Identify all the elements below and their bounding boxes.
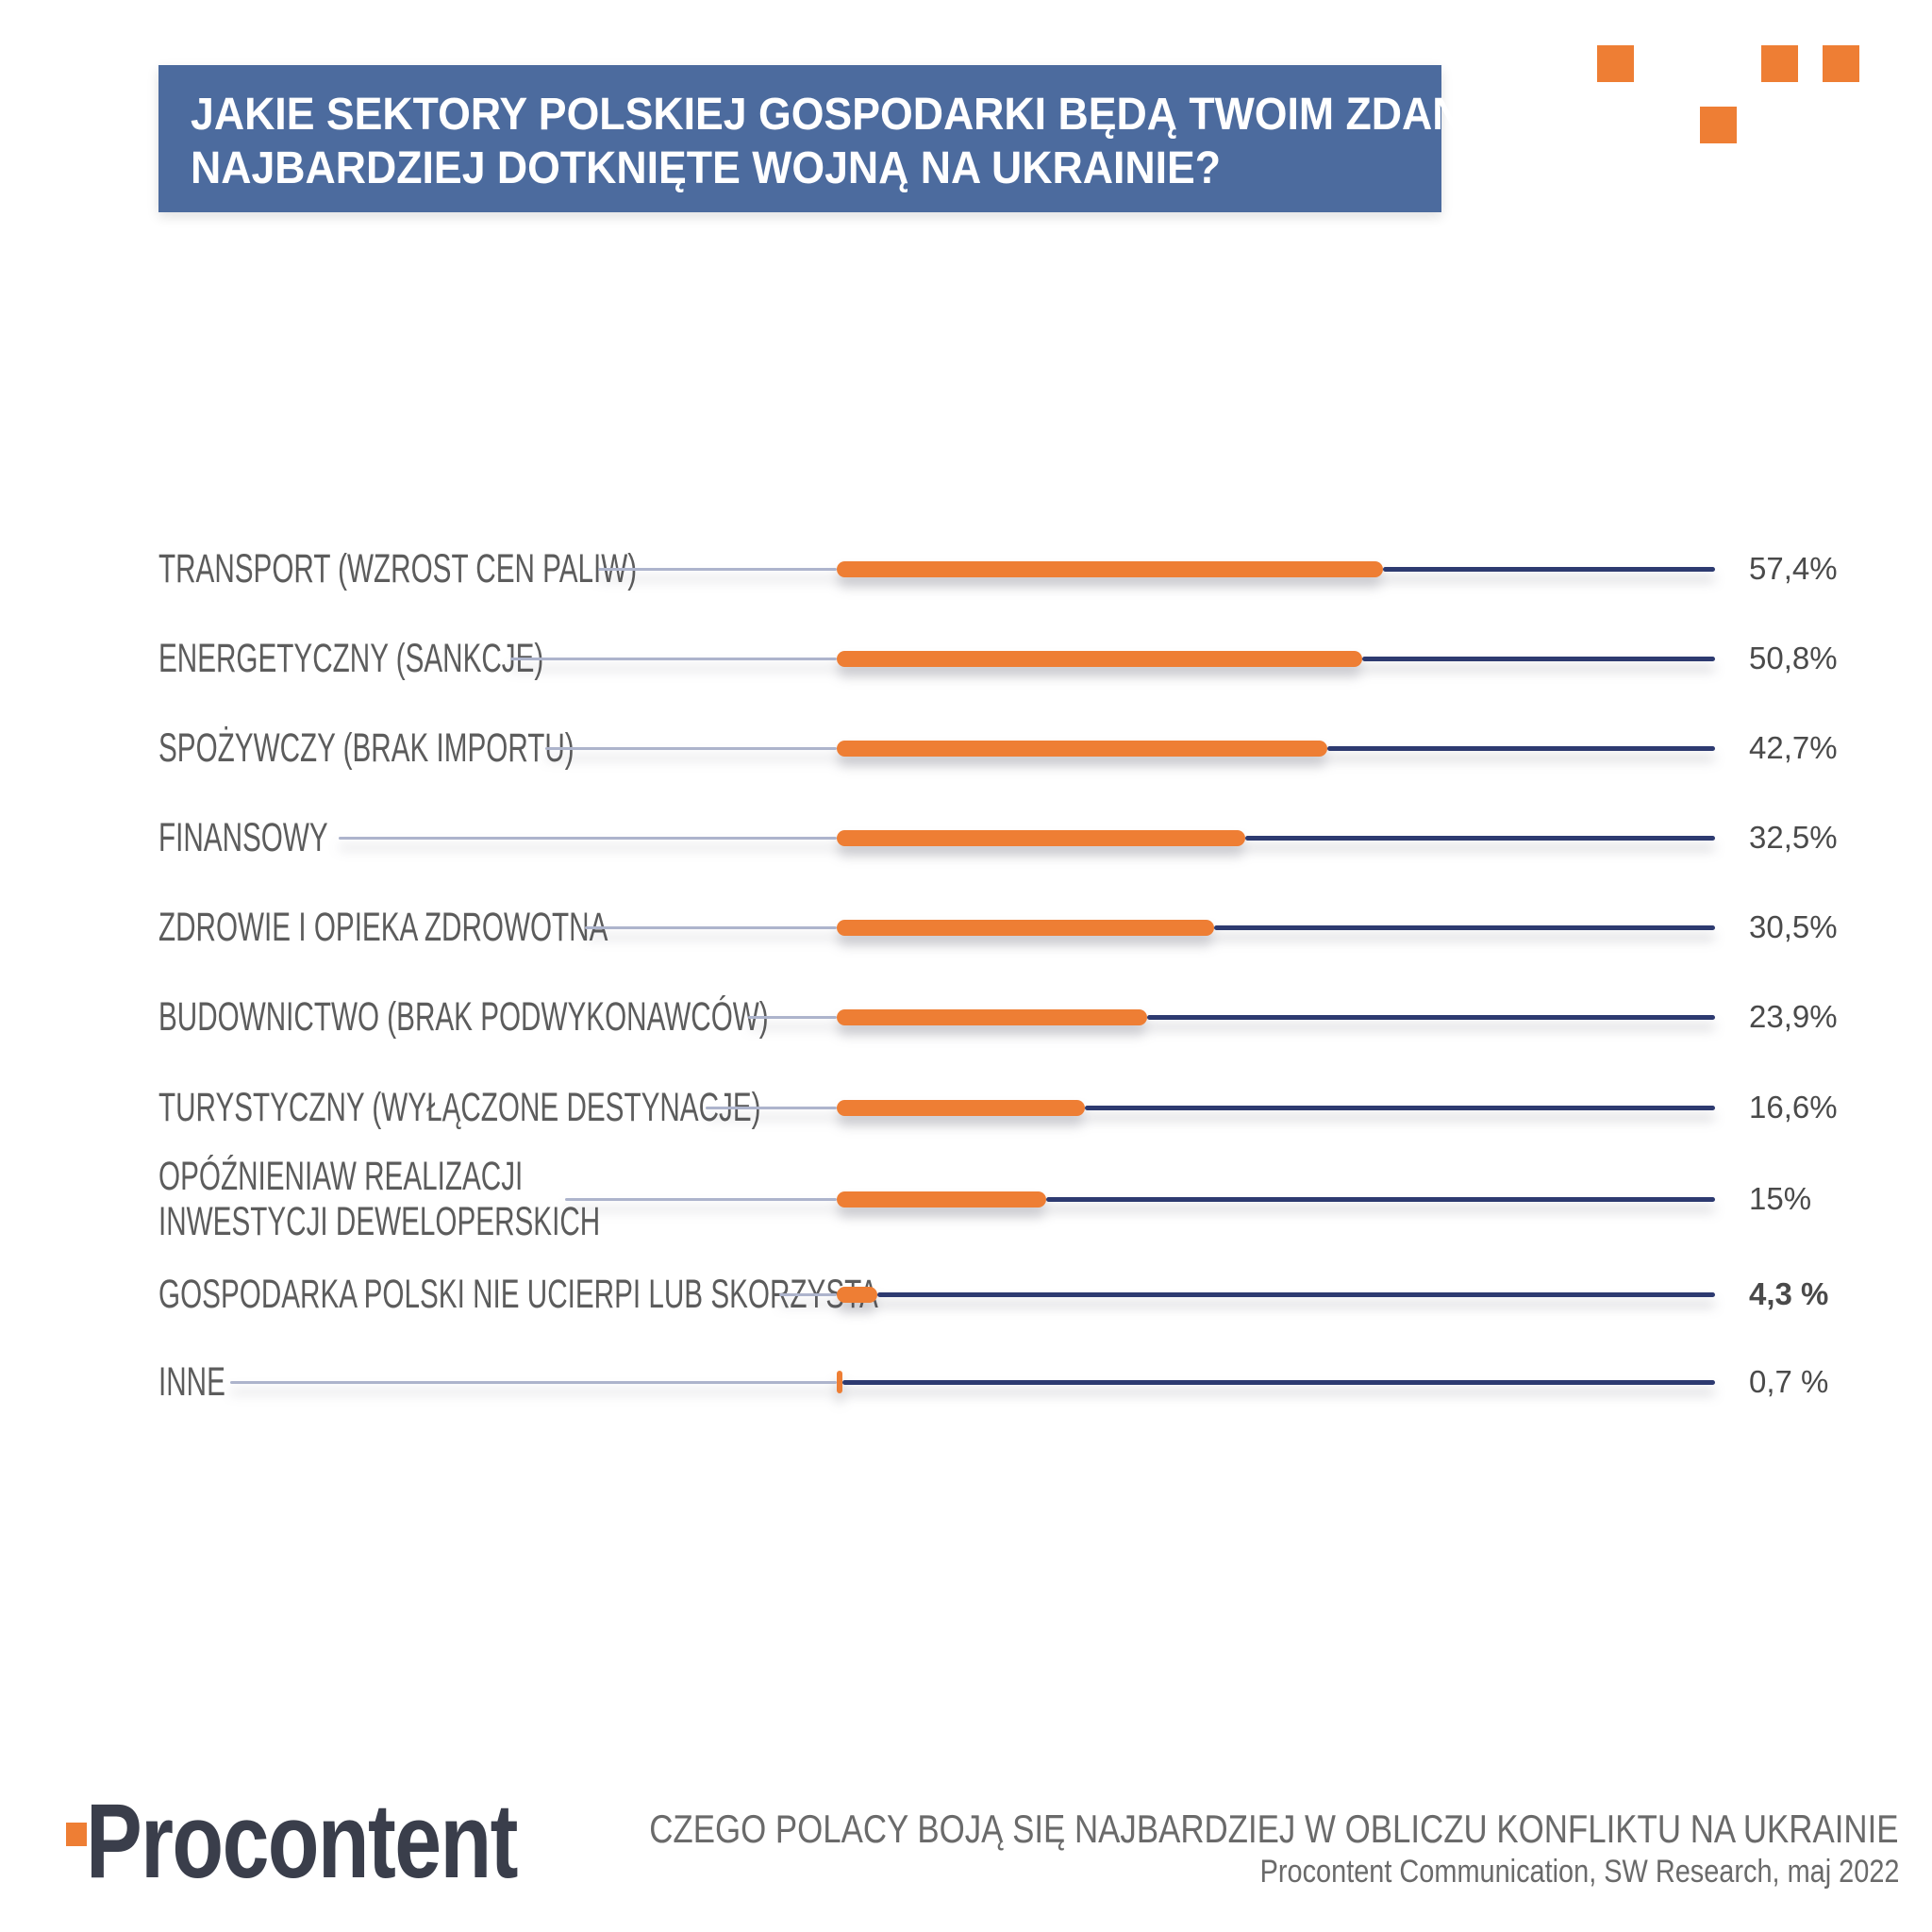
leader-line	[598, 567, 837, 571]
chart-row: INNE 0,7 %	[158, 1358, 1904, 1405]
decor-square-icon	[1761, 45, 1798, 82]
leader-line	[585, 925, 837, 929]
leader-line	[510, 657, 837, 660]
leader-line	[748, 1015, 837, 1019]
leader-line	[779, 1292, 837, 1296]
value-bar	[837, 1286, 877, 1303]
bar-track	[694, 1099, 1715, 1116]
bar-track	[737, 1008, 1715, 1025]
value-bar	[837, 740, 1327, 757]
procontent-logo: Procontent	[66, 1789, 625, 1894]
footer-source: Procontent Communication, SW Research, m…	[1259, 1854, 1899, 1890]
value-bar	[837, 829, 1245, 846]
value-bar	[837, 560, 1383, 577]
question-title-line1: JAKIE SEKTORY POLSKIEJ GOSPODARKI BĘDĄ T…	[191, 90, 1538, 140]
value-bar	[837, 919, 1214, 936]
footer-caption: CZEGO POLACY BOJĄ SIĘ NAJBARDZIEJ W OBLI…	[393, 1807, 1899, 1890]
category-label: GOSPODARKA POLSKI NIE UCIERPI LUB SKORZY…	[158, 1271, 878, 1317]
leader-line	[565, 1197, 837, 1201]
category-label: BUDOWNICTWO (BRAK PODWYKONAWCÓW)	[158, 993, 769, 1040]
category-label: TURYSTYCZNY (WYŁĄCZONE DESTYNACJE)	[158, 1084, 761, 1130]
track-line	[1383, 566, 1715, 572]
bar-track	[499, 650, 1715, 667]
value-label: 57,4%	[1749, 551, 1838, 586]
chart-row: SPOŻYWCZY (BRAK IMPORTU) 42,7%	[158, 724, 1904, 771]
decor-square-icon	[1700, 107, 1737, 143]
decor-square-icon	[1597, 45, 1634, 82]
bar-track	[534, 740, 1715, 757]
track-line	[1245, 835, 1715, 841]
track-line	[1214, 924, 1715, 930]
track-line	[1327, 745, 1715, 751]
bar-track	[554, 1191, 1715, 1208]
leader-line	[706, 1106, 837, 1109]
track-line	[877, 1291, 1715, 1297]
logo-square-icon	[66, 1823, 87, 1846]
category-label: ZDROWIE I OPIEKA ZDROWOTNA	[158, 904, 608, 950]
value-bar	[837, 1371, 842, 1393]
category-label: ENERGETYCZNY (SANKCJE)	[158, 635, 544, 681]
leader-line	[230, 1380, 837, 1384]
chart-row: TURYSTYCZNY (WYŁĄCZONE DESTYNACJE) 16,6%	[158, 1084, 1904, 1130]
category-label: SPOŻYWCZY (BRAK IMPORTU)	[158, 724, 575, 771]
category-label: TRANSPORT (WZROST CEN PALIW)	[158, 545, 638, 591]
value-bar	[837, 1191, 1046, 1208]
leader-line	[545, 746, 837, 750]
bar-track	[574, 919, 1715, 936]
value-label: 16,6%	[1749, 1090, 1838, 1124]
chart-row: TRANSPORT (WZROST CEN PALIW) 57,4%	[158, 545, 1904, 591]
track-line	[1046, 1196, 1715, 1202]
value-bar	[837, 650, 1362, 667]
leader-line	[339, 836, 837, 840]
chart-row: ENERGETYCZNY (SANKCJE) 50,8%	[158, 635, 1904, 681]
value-label: 50,8%	[1749, 641, 1838, 675]
bar-track	[587, 560, 1715, 577]
value-label: 42,7%	[1749, 730, 1838, 765]
value-label: 30,5%	[1749, 909, 1838, 944]
value-label: 32,5%	[1749, 820, 1838, 855]
chart-row: ZDROWIE I OPIEKA ZDROWOTNA 30,5%	[158, 904, 1904, 950]
value-label: 23,9%	[1749, 999, 1838, 1034]
logo-text: Procontent	[86, 1782, 519, 1900]
bar-track	[768, 1286, 1715, 1303]
chart-row: FINANSOWY 32,5%	[158, 814, 1904, 860]
category-label: FINANSOWY	[158, 814, 328, 860]
value-label: 0,7 %	[1749, 1364, 1829, 1399]
track-line	[1085, 1105, 1715, 1110]
bar-track	[327, 829, 1715, 846]
category-label: OPÓŹNIENIAW REALIZACJI INWESTYCJI DEWELO…	[158, 1153, 601, 1244]
footer-tagline: CZEGO POLACY BOJĄ SIĘ NAJBARDZIEJ W OBLI…	[649, 1807, 1899, 1851]
value-bar	[837, 1099, 1085, 1116]
decor-square-icon	[1823, 45, 1859, 82]
question-title-box: JAKIE SEKTORY POLSKIEJ GOSPODARKI BĘDĄ T…	[158, 65, 1538, 212]
value-label: 4,3 %	[1749, 1276, 1829, 1311]
value-bar	[837, 1008, 1147, 1025]
track-line	[1362, 656, 1715, 661]
chart-row: OPÓŹNIENIAW REALIZACJI INWESTYCJI DEWELO…	[158, 1154, 1904, 1244]
bar-track	[219, 1371, 1715, 1393]
track-line	[842, 1379, 1715, 1385]
track-line	[1147, 1014, 1715, 1020]
category-label: INNE	[158, 1358, 225, 1405]
question-title-line2: NAJBARDZIEJ DOTKNIĘTE WOJNĄ NA UKRAINIE?	[191, 143, 1222, 193]
value-label: 15%	[1749, 1181, 1812, 1216]
chart-row: GOSPODARKA POLSKI NIE UCIERPI LUB SKORZY…	[158, 1271, 1904, 1317]
chart-row: BUDOWNICTWO (BRAK PODWYKONAWCÓW) 23,9%	[158, 993, 1904, 1040]
